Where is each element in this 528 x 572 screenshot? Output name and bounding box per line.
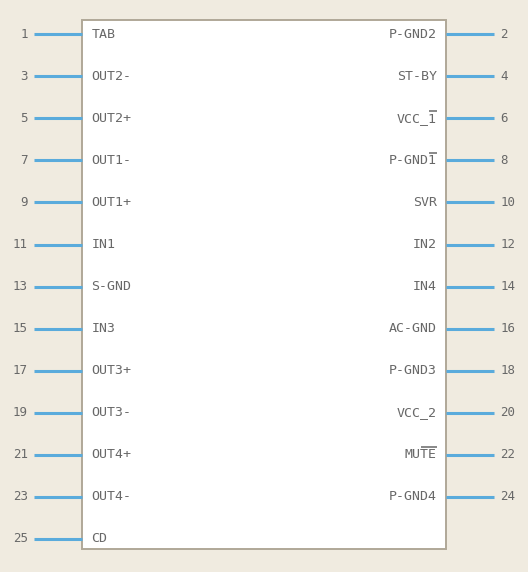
Text: IN3: IN3 <box>91 322 115 335</box>
Text: OUT4+: OUT4+ <box>91 448 131 461</box>
Text: 11: 11 <box>13 238 28 251</box>
Text: OUT3+: OUT3+ <box>91 364 131 377</box>
Text: OUT1-: OUT1- <box>91 154 131 167</box>
Text: 24: 24 <box>500 490 515 503</box>
Text: CD: CD <box>91 533 107 545</box>
Bar <box>82 20 446 549</box>
Text: 7: 7 <box>21 154 28 167</box>
Text: 22: 22 <box>500 448 515 461</box>
Text: P-GND3: P-GND3 <box>389 364 437 377</box>
Text: VCC_2: VCC_2 <box>397 406 437 419</box>
Text: 2: 2 <box>500 28 507 41</box>
Text: SVR: SVR <box>413 196 437 209</box>
Text: 18: 18 <box>500 364 515 377</box>
Text: 17: 17 <box>13 364 28 377</box>
Text: IN4: IN4 <box>413 280 437 293</box>
Text: 10: 10 <box>500 196 515 209</box>
Text: IN2: IN2 <box>413 238 437 251</box>
Text: 14: 14 <box>500 280 515 293</box>
Text: 16: 16 <box>500 322 515 335</box>
Text: VCC_1: VCC_1 <box>397 112 437 125</box>
Text: P-GND1: P-GND1 <box>389 154 437 167</box>
Text: 5: 5 <box>21 112 28 125</box>
Text: 20: 20 <box>500 406 515 419</box>
Text: IN1: IN1 <box>91 238 115 251</box>
Text: OUT3-: OUT3- <box>91 406 131 419</box>
Text: 15: 15 <box>13 322 28 335</box>
Text: OUT1+: OUT1+ <box>91 196 131 209</box>
Text: TAB: TAB <box>91 28 115 41</box>
Text: OUT4-: OUT4- <box>91 490 131 503</box>
Text: 8: 8 <box>500 154 507 167</box>
Text: AC-GND: AC-GND <box>389 322 437 335</box>
Text: 9: 9 <box>21 196 28 209</box>
Text: OUT2-: OUT2- <box>91 70 131 83</box>
Text: 13: 13 <box>13 280 28 293</box>
Text: 19: 19 <box>13 406 28 419</box>
Text: 3: 3 <box>21 70 28 83</box>
Text: 1: 1 <box>21 28 28 41</box>
Text: 12: 12 <box>500 238 515 251</box>
Text: 6: 6 <box>500 112 507 125</box>
Text: ST-BY: ST-BY <box>397 70 437 83</box>
Text: OUT2+: OUT2+ <box>91 112 131 125</box>
Text: P-GND2: P-GND2 <box>389 28 437 41</box>
Text: 21: 21 <box>13 448 28 461</box>
Text: 4: 4 <box>500 70 507 83</box>
Text: 23: 23 <box>13 490 28 503</box>
Text: P-GND4: P-GND4 <box>389 490 437 503</box>
Text: 25: 25 <box>13 533 28 545</box>
Text: MUTE: MUTE <box>404 448 437 461</box>
Text: S-GND: S-GND <box>91 280 131 293</box>
